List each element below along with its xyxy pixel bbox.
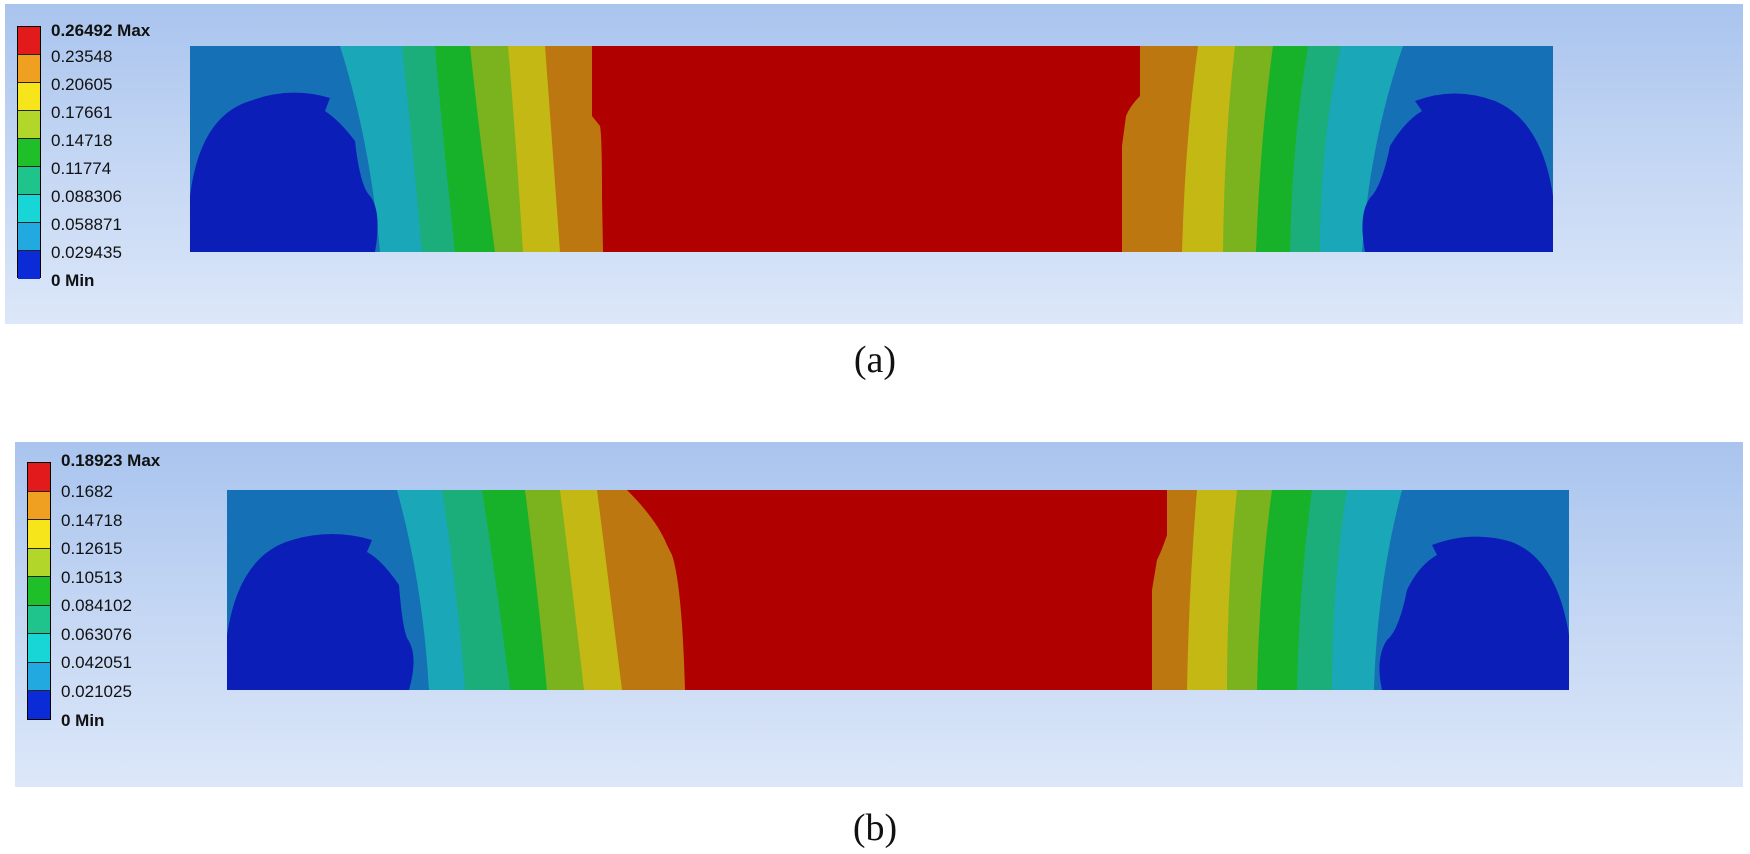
legend-swatch-8 bbox=[18, 55, 40, 83]
legend-label: 0.1682 bbox=[61, 482, 113, 501]
low-region-right bbox=[1379, 536, 1569, 690]
caption-a: (a) bbox=[853, 339, 897, 381]
legend-swatch-8 bbox=[28, 492, 50, 520]
legend-min-label: 0 Min bbox=[61, 711, 105, 730]
legend-label: 0.17661 bbox=[51, 103, 113, 122]
legend-swatch-5 bbox=[28, 577, 50, 606]
legend-swatch-2 bbox=[18, 223, 40, 251]
legend-label: 0.021025 bbox=[61, 682, 132, 701]
legend-label: 0.11774 bbox=[51, 159, 112, 178]
legend-label: 0.063076 bbox=[61, 625, 132, 644]
legend-swatch-2 bbox=[28, 663, 50, 691]
legend-label: 0.12615 bbox=[61, 539, 123, 558]
legend-swatch-7 bbox=[18, 83, 40, 111]
contour-panel-a: 0.26492 Max 0.23548 0.20605 0.17661 0.14… bbox=[5, 4, 1743, 324]
contour-band bbox=[640, 46, 1108, 252]
contour-field-b bbox=[227, 490, 1569, 690]
legend-color-bar bbox=[17, 26, 41, 279]
legend-swatch-9 bbox=[18, 27, 40, 55]
legend-swatch-6 bbox=[18, 111, 40, 139]
legend-label: 0.14718 bbox=[61, 511, 123, 530]
legend-swatch-9 bbox=[28, 463, 50, 492]
legend-label: 0.10513 bbox=[61, 568, 123, 587]
legend-color-bar bbox=[27, 462, 51, 720]
legend-swatch-1 bbox=[28, 691, 50, 719]
legend-label: 0.088306 bbox=[51, 187, 122, 206]
legend-swatch-4 bbox=[28, 606, 50, 634]
legend-label: 0.058871 bbox=[51, 215, 122, 234]
contour-plot-a bbox=[190, 46, 1553, 252]
legend-label: 0.084102 bbox=[61, 596, 132, 615]
legend-max-label: 0.26492 Max bbox=[51, 21, 151, 40]
legend-max-label: 0.18923 Max bbox=[61, 451, 161, 470]
contour-field-a bbox=[190, 46, 1553, 252]
low-region-left bbox=[190, 92, 378, 252]
low-region-left bbox=[227, 534, 414, 690]
legend-swatch-1 bbox=[18, 251, 40, 279]
low-region-right bbox=[1362, 93, 1553, 252]
legend-label: 0.20605 bbox=[51, 75, 113, 94]
legend-label: 0.23548 bbox=[51, 47, 113, 66]
contour-plot-b bbox=[227, 490, 1569, 690]
legend-swatch-5 bbox=[18, 139, 40, 167]
legend-swatch-4 bbox=[18, 167, 40, 195]
legend-swatch-3 bbox=[28, 634, 50, 663]
legend-swatch-6 bbox=[28, 549, 50, 577]
legend-swatch-7 bbox=[28, 520, 50, 549]
contour-band bbox=[667, 490, 1127, 690]
contour-panel-b: 0.18923 Max 0.1682 0.14718 0.12615 0.105… bbox=[15, 442, 1743, 787]
legend-label: 0.029435 bbox=[51, 243, 122, 262]
legend-label: 0.042051 bbox=[61, 653, 132, 672]
legend-label: 0.14718 bbox=[51, 131, 113, 150]
legend-swatch-3 bbox=[18, 195, 40, 223]
caption-b: (b) bbox=[852, 807, 898, 849]
legend-min-label: 0 Min bbox=[51, 271, 95, 290]
